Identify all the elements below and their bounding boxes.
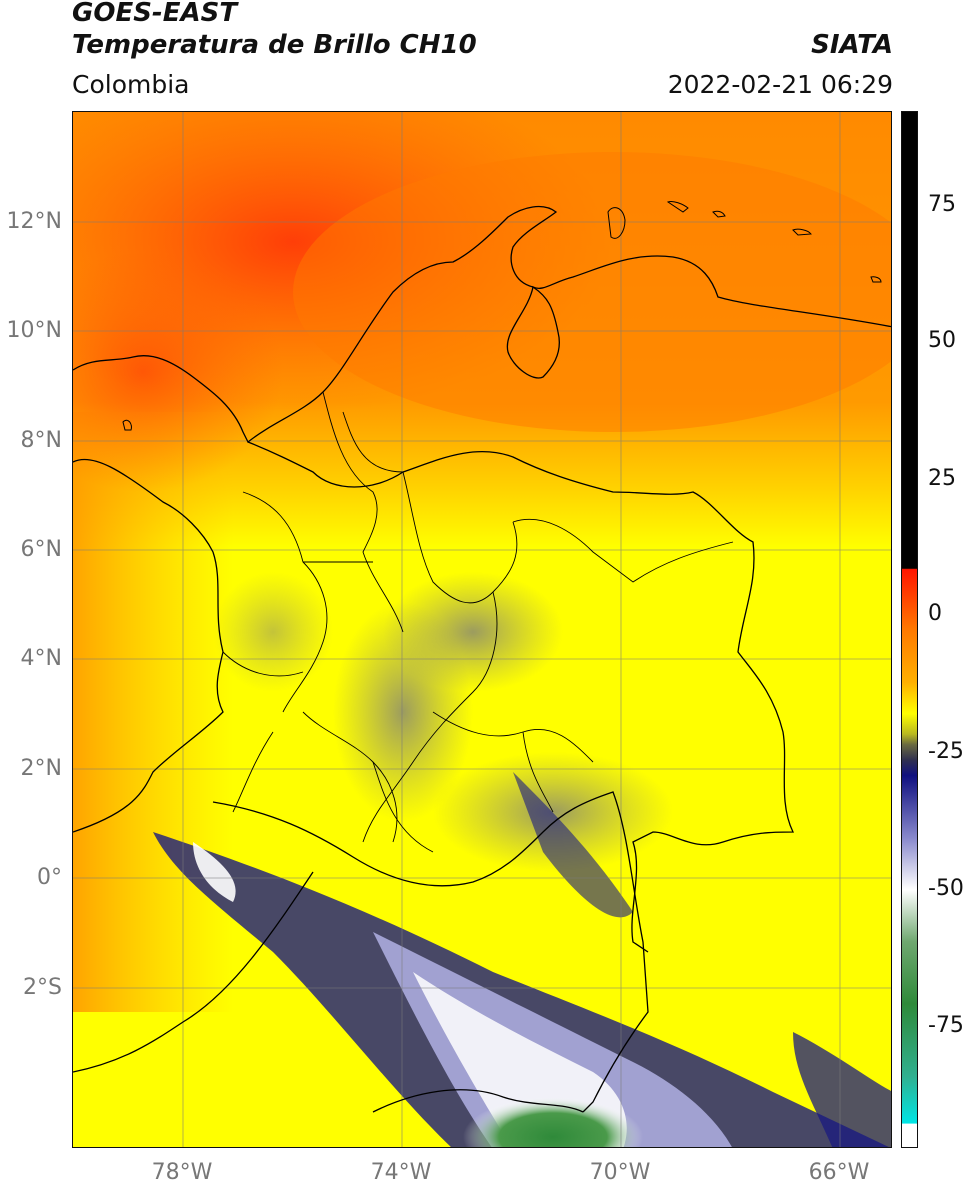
convective-cloud-band (153, 772, 891, 1147)
brightness-temperature-map[interactable] (72, 111, 892, 1148)
map-canvas (73, 112, 891, 1147)
lon-label-70w: 70°W (589, 1160, 651, 1185)
lon-label-78w: 78°W (151, 1160, 213, 1185)
islands (122, 201, 882, 431)
department-borders (222, 391, 734, 853)
region-label: Colombia (72, 70, 190, 99)
datetime-label: 2022-02-21 06:29 (667, 70, 893, 99)
colorbar-canvas (902, 112, 917, 1147)
organization-label: SIATA (811, 30, 893, 60)
graticule (73, 112, 891, 1147)
lon-label-74w: 74°W (370, 1160, 432, 1185)
lat-label-6n: 6°N (20, 537, 62, 562)
lat-label-2s: 2°S (23, 975, 62, 1000)
colorbar-label-neg50: -50 (928, 876, 964, 901)
colorbar-label-0: 0 (928, 601, 942, 626)
lat-label-4n: 4°N (20, 646, 62, 671)
title-satellite: GOES-EAST (72, 0, 238, 28)
lat-label-10n: 10°N (6, 318, 62, 343)
colorbar-label-neg25: -25 (928, 739, 964, 764)
temperature-colorbar (901, 111, 918, 1148)
colorbar-label-neg75: -75 (928, 1013, 964, 1038)
country-borders (73, 205, 891, 1113)
lon-label-66w: 66°W (808, 1160, 870, 1185)
colorbar-label-75: 75 (928, 192, 956, 217)
colorbar-label-25: 25 (928, 466, 956, 491)
title-product: Temperatura de Brillo CH10 (72, 30, 477, 60)
lat-label-12n: 12°N (6, 209, 62, 234)
colorbar-label-50: 50 (928, 328, 956, 353)
lat-label-8n: 8°N (20, 428, 62, 453)
coldest-cloud-top (463, 1097, 643, 1147)
lat-label-2n: 2°N (20, 756, 62, 781)
lat-label-0: 0° (37, 865, 62, 890)
